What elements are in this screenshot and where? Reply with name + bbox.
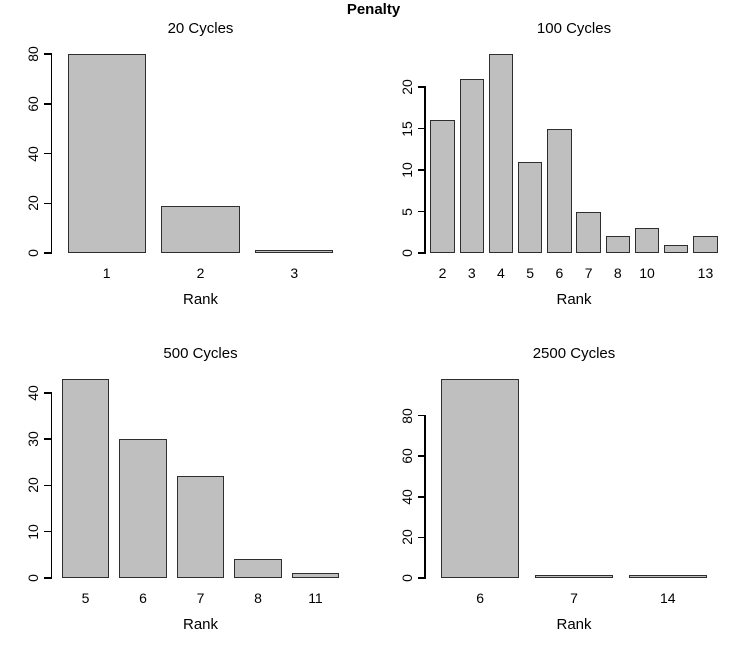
bar (291, 573, 340, 578)
y-tick (44, 252, 52, 254)
x-category-label: 8 (254, 590, 262, 606)
subplot-title: 500 Cycles (163, 345, 238, 362)
y-tick-label: 20 (25, 195, 41, 212)
bar (534, 575, 614, 578)
y-tick (44, 530, 52, 533)
subplot-100-cycles: 0 5 10 15 20 2 3 4 5 6 7 8 10 13 100 Cycles Rank (374, 0, 747, 325)
x-category-label: 8 (613, 265, 622, 281)
x-category-label: 3 (467, 265, 476, 281)
y-tick-label: 20 (398, 529, 415, 546)
y-tick-label: 80 (398, 407, 415, 424)
y-tick (44, 152, 52, 155)
plot-area: 0 5 10 15 20 2 3 4 5 6 7 8 10 13 (374, 0, 747, 325)
y-tick (44, 392, 52, 394)
x-category-label: 1 (102, 265, 111, 281)
subplot-2500-cycles: 0 20 40 60 80 6 7 14 2500 Cycles Rank (374, 325, 747, 650)
x-category-label: 7 (196, 590, 205, 606)
bar (634, 228, 660, 253)
y-tick-label: 5 (398, 207, 415, 216)
x-category-label: 6 (476, 590, 485, 606)
y-tick-label: 40 (398, 488, 415, 505)
x-category-label: 7 (584, 265, 593, 281)
y-tick-label: 15 (398, 120, 415, 137)
y-tick-label: 10 (398, 162, 415, 178)
y-tick (417, 414, 426, 417)
subplot-title: 100 Cycles (536, 20, 612, 37)
subplot-500-cycles: 0 10 20 30 40 5 6 7 8 11 500 Cycles Rank (0, 325, 374, 650)
x-category-label: 7 (570, 590, 578, 606)
bar (693, 236, 718, 253)
subplot-title: 2500 Cycles (532, 345, 616, 362)
y-tick (44, 53, 52, 55)
bar (234, 559, 282, 578)
y-tick (417, 210, 426, 213)
y-tick (417, 169, 426, 171)
y-tick-label: 60 (398, 448, 415, 464)
bar (161, 205, 240, 253)
y-tick (44, 202, 52, 204)
y-tick (44, 438, 52, 440)
bar (430, 120, 455, 253)
y-tick-label: 40 (25, 385, 41, 401)
y-tick (44, 484, 52, 487)
x-category-label: 14 (659, 590, 676, 606)
figure-title: Penalty (346, 1, 401, 18)
plot-area: 0 20 40 60 80 6 7 14 (374, 325, 747, 650)
x-axis-label: Rank (556, 616, 592, 633)
y-tick (417, 577, 426, 579)
y-tick-label: 20 (398, 79, 415, 95)
bar (255, 250, 334, 253)
x-category-label: 5 (81, 590, 90, 606)
y-tick-label: 30 (25, 431, 41, 447)
x-axis-label: Rank (182, 291, 219, 308)
y-tick (417, 252, 426, 254)
x-category-label: 10 (639, 265, 655, 281)
y-tick-label: 10 (25, 523, 41, 540)
x-category-label: 13 (697, 265, 714, 281)
y-tick-label: 20 (25, 477, 41, 494)
y-tick (417, 127, 426, 130)
x-category-label: 2 (438, 265, 447, 281)
bar (176, 476, 225, 578)
x-category-label: 2 (196, 265, 205, 281)
bar (119, 439, 167, 578)
bar (488, 54, 514, 253)
bar (441, 379, 520, 578)
y-tick-label: 0 (398, 249, 415, 257)
y-tick (417, 86, 426, 88)
plot-area: 0 20 40 60 80 1 2 3 (0, 0, 374, 325)
bar (61, 379, 110, 578)
bar (605, 236, 630, 253)
bar (459, 78, 484, 253)
y-tick-label: 80 (25, 46, 41, 62)
y-tick-label: 40 (25, 145, 41, 162)
y-tick-label: 60 (25, 95, 41, 112)
plot-area: 0 10 20 30 40 5 6 7 8 11 (0, 325, 374, 650)
bar (664, 244, 689, 253)
x-category-label: 4 (497, 265, 505, 281)
y-tick (417, 496, 426, 498)
y-tick (44, 103, 52, 105)
x-category-label: 5 (526, 265, 535, 281)
y-tick-label: 0 (398, 574, 415, 582)
x-category-label: 3 (290, 265, 299, 281)
y-tick (417, 536, 426, 539)
subplot-title: 20 Cycles (167, 20, 234, 37)
x-axis-label: Rank (182, 616, 219, 633)
y-tick (417, 455, 426, 457)
bar (518, 161, 543, 253)
x-category-label: 11 (308, 590, 323, 606)
bar (547, 128, 572, 253)
y-tick (44, 577, 52, 579)
bar (576, 211, 601, 253)
bar (628, 575, 707, 578)
y-tick-label: 0 (25, 574, 41, 582)
subplot-20-cycles: 0 20 40 60 80 1 2 3 20 Cycles Rank (0, 0, 374, 325)
x-axis-label: Rank (556, 291, 592, 308)
bar (67, 54, 146, 253)
y-tick-label: 0 (25, 249, 41, 257)
x-category-label: 6 (555, 265, 564, 281)
x-category-label: 6 (139, 590, 147, 606)
